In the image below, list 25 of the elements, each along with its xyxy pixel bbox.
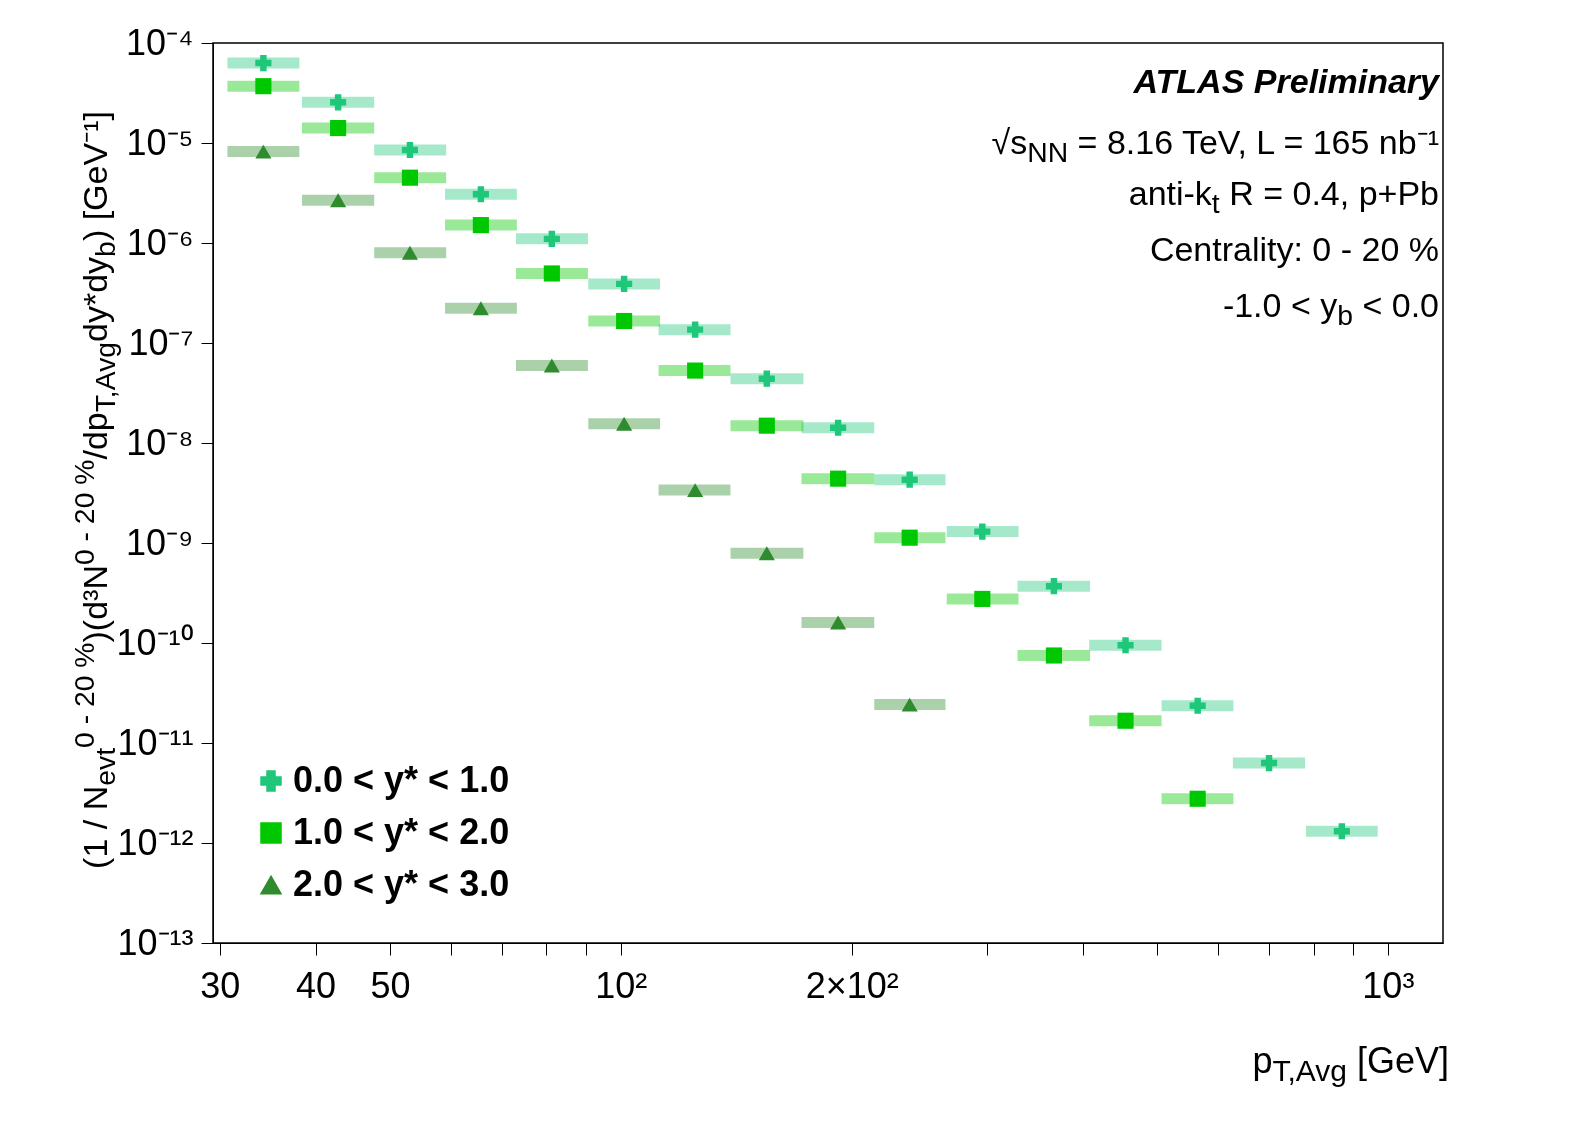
annotation: √s$_{NN}$ = 8.16 TeV, L = 165 nb⁻¹: [991, 122, 1439, 169]
y-tick-label: 10⁻¹³: [117, 921, 194, 963]
x-tick-label: 50: [370, 964, 411, 1006]
annotation: Centrality: 0 - 20 %: [1149, 230, 1439, 269]
y-tick-label: 10⁻⁶: [126, 221, 194, 263]
legend-label: 0.0 < y* < 1.0: [293, 759, 510, 800]
x-tick-label: 10²: [595, 964, 648, 1006]
y-tick-label: 10⁻⁴: [125, 21, 194, 63]
y-tick-label: 10⁻⁹: [126, 521, 194, 563]
annotation: anti-k$_{t}$ R = 0.4, p+Pb: [1128, 174, 1439, 220]
y-tick-label: 10⁻⁷: [128, 321, 194, 363]
y-tick-label: 10⁻¹⁰: [116, 621, 194, 663]
x-tick-label: 30: [200, 964, 241, 1006]
legend-label: 2.0 < y* < 3.0: [293, 863, 510, 904]
legend-label: 1.0 < y* < 2.0: [293, 811, 510, 852]
x-tick-label: 40: [296, 964, 337, 1006]
y-tick-label: 10⁻⁵: [126, 121, 194, 163]
x-tick-label: 10³: [1362, 964, 1415, 1006]
annotation: ATLAS Preliminary: [1133, 62, 1439, 101]
x-axis-title: p$_{T,Avg}$ [GeV]: [1252, 1040, 1449, 1089]
x-tick-label: 2×10²: [805, 964, 899, 1006]
y-tick-label: 10⁻¹²: [117, 821, 194, 863]
annotation: -1.0 < y$_{b}$ < 0.0: [1222, 286, 1439, 332]
y-tick-label: 10⁻⁸: [126, 421, 194, 463]
y-tick-label: 10⁻¹¹: [117, 721, 194, 763]
